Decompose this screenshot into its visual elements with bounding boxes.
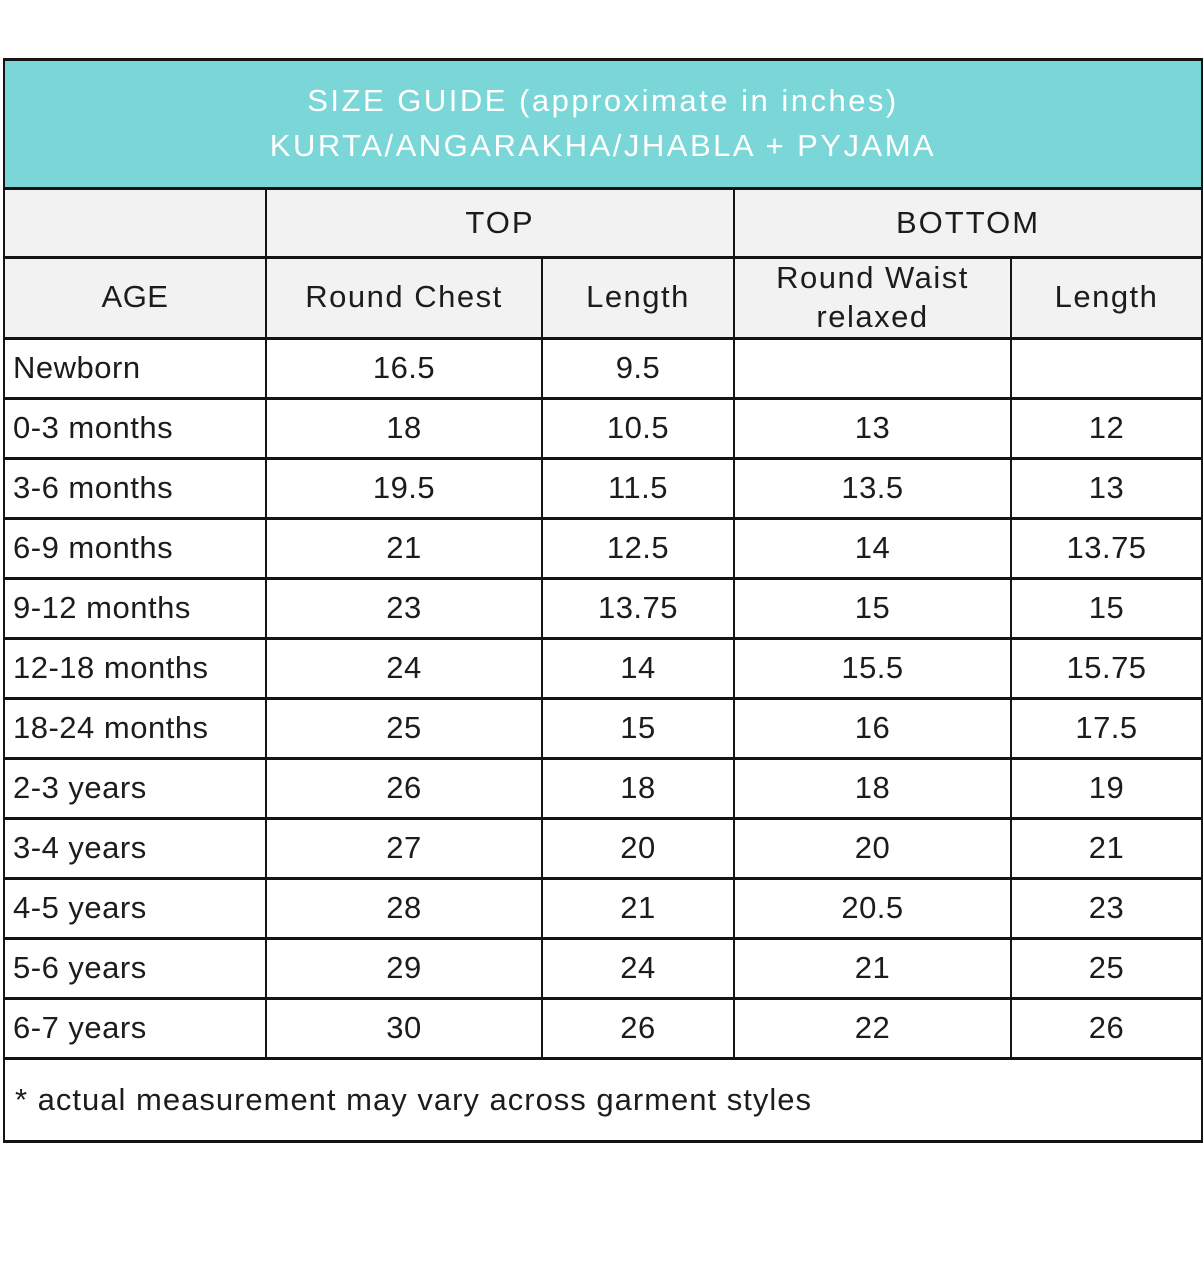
column-header-top-length: Length (541, 256, 735, 340)
age-cell: 3-6 months (3, 456, 267, 520)
bottom-length-cell: 21 (1009, 816, 1204, 880)
top-length-cell: 11.5 (541, 456, 735, 520)
round-waist-cell: 13 (733, 396, 1012, 460)
top-length-cell: 15 (541, 696, 735, 760)
round-waist-cell: 20 (733, 816, 1012, 880)
bottom-length-cell: 15 (1009, 576, 1204, 640)
footnote-row: * actual measurement may vary across gar… (2, 1056, 1204, 1143)
bottom-length-cell (1009, 336, 1204, 400)
round-waist-cell: 15 (733, 576, 1012, 640)
round-chest-cell: 16.5 (265, 336, 543, 400)
round-chest-cell: 24 (265, 636, 543, 700)
top-length-cell: 14 (541, 636, 735, 700)
bottom-length-cell: 15.75 (1009, 636, 1204, 700)
table-row-6-7-years: 6-7 years 30 26 22 26 (3, 996, 1204, 1060)
round-chest-cell: 28 (265, 876, 543, 940)
age-cell: 18-24 months (3, 696, 267, 760)
top-length-cell: 26 (541, 996, 735, 1060)
round-waist-cell: 15.5 (733, 636, 1012, 700)
banner-title-line1: SIZE GUIDE (approximate in inches) (307, 83, 899, 119)
table-row-3-6-months: 3-6 months 19.5 11.5 13.5 13 (3, 456, 1204, 520)
table-row-4-5-years: 4-5 years 28 21 20.5 23 (3, 876, 1204, 940)
top-length-cell: 20 (541, 816, 735, 880)
group-header-row: TOP BOTTOM (3, 187, 1204, 259)
bottom-length-cell: 13.75 (1009, 516, 1204, 580)
bottom-length-cell: 13 (1009, 456, 1204, 520)
group-header-top: TOP (265, 187, 735, 259)
age-cell: 6-7 years (3, 996, 267, 1060)
round-chest-cell: 21 (265, 516, 543, 580)
round-chest-cell: 26 (265, 756, 543, 820)
age-cell: Newborn (3, 336, 267, 400)
table-row-5-6-years: 5-6 years 29 24 21 25 (3, 936, 1204, 1000)
round-chest-cell: 25 (265, 696, 543, 760)
group-header-spacer (3, 187, 267, 259)
round-waist-cell: 20.5 (733, 876, 1012, 940)
round-chest-cell: 27 (265, 816, 543, 880)
age-cell: 12-18 months (3, 636, 267, 700)
table-row-9-12-months: 9-12 months 23 13.75 15 15 (3, 576, 1204, 640)
table-row-12-18-months: 12-18 months 24 14 15.5 15.75 (3, 636, 1204, 700)
table-row-0-3-months: 0-3 months 18 10.5 13 12 (3, 396, 1204, 460)
bottom-length-cell: 17.5 (1009, 696, 1204, 760)
top-length-cell: 18 (541, 756, 735, 820)
bottom-length-cell: 19 (1009, 756, 1204, 820)
age-cell: 5-6 years (3, 936, 267, 1000)
bottom-length-cell: 23 (1009, 876, 1204, 940)
age-cell: 6-9 months (3, 516, 267, 580)
round-chest-cell: 18 (265, 396, 543, 460)
column-header-row: AGE Round Chest Length Round Waist relax… (3, 256, 1204, 340)
column-header-age: AGE (3, 256, 267, 340)
footnote: * actual measurement may vary across gar… (2, 1056, 1204, 1143)
round-waist-cell (733, 336, 1012, 400)
round-waist-cell: 21 (733, 936, 1012, 1000)
top-length-cell: 12.5 (541, 516, 735, 580)
top-length-cell: 21 (541, 876, 735, 940)
age-cell: 0-3 months (3, 396, 267, 460)
group-header-bottom: BOTTOM (732, 187, 1204, 259)
age-cell: 3-4 years (3, 816, 267, 880)
top-length-cell: 9.5 (541, 336, 735, 400)
banner-row: SIZE GUIDE (approximate in inches) KURTA… (2, 58, 1204, 190)
table-row-newborn: Newborn 16.5 9.5 (3, 336, 1204, 400)
round-chest-cell: 29 (265, 936, 543, 1000)
table-row-2-3-years: 2-3 years 26 18 18 19 (3, 756, 1204, 820)
table-row-18-24-months: 18-24 months 25 15 16 17.5 (3, 696, 1204, 760)
column-header-bottom-length: Length (1009, 256, 1204, 340)
round-waist-cell: 22 (733, 996, 1012, 1060)
table-row-6-9-months: 6-9 months 21 12.5 14 13.75 (3, 516, 1204, 580)
round-waist-cell: 18 (733, 756, 1012, 820)
top-length-cell: 13.75 (541, 576, 735, 640)
age-cell: 2-3 years (3, 756, 267, 820)
bottom-length-cell: 25 (1009, 936, 1204, 1000)
round-waist-cell: 13.5 (733, 456, 1012, 520)
round-chest-cell: 23 (265, 576, 543, 640)
age-cell: 9-12 months (3, 576, 267, 640)
round-waist-cell: 14 (733, 516, 1012, 580)
bottom-length-cell: 26 (1009, 996, 1204, 1060)
age-cell: 4-5 years (3, 876, 267, 940)
table-row-3-4-years: 3-4 years 27 20 20 21 (3, 816, 1204, 880)
column-header-round-chest: Round Chest (265, 256, 543, 340)
round-chest-cell: 19.5 (265, 456, 543, 520)
banner-title-line2: KURTA/ANGARAKHA/JHABLA + PYJAMA (269, 128, 937, 163)
top-length-cell: 10.5 (541, 396, 735, 460)
round-chest-cell: 30 (265, 996, 543, 1060)
bottom-length-cell: 12 (1009, 396, 1204, 460)
column-header-round-waist: Round Waist relaxed (733, 256, 1012, 340)
banner: SIZE GUIDE (approximate in inches) KURTA… (2, 58, 1204, 190)
top-length-cell: 24 (541, 936, 735, 1000)
size-guide-table: SIZE GUIDE (approximate in inches) KURTA… (2, 58, 1204, 1143)
round-waist-cell: 16 (733, 696, 1012, 760)
